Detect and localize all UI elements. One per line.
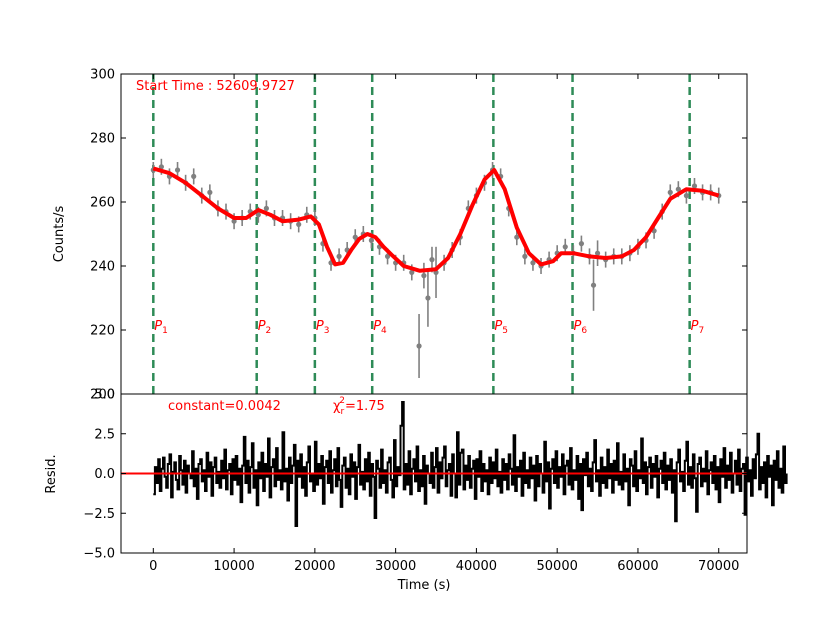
x-tick-label: 60000 xyxy=(617,559,658,574)
data-point xyxy=(530,260,536,266)
period-marker-symbol: P xyxy=(494,319,502,334)
data-point xyxy=(667,189,673,195)
top-y-tick-label: 280 xyxy=(90,132,115,147)
chi-superscript: 2 xyxy=(339,396,345,406)
period-marker-index: 6 xyxy=(581,326,587,336)
data-point xyxy=(578,241,585,247)
data-point xyxy=(416,343,422,349)
residual-path xyxy=(153,401,788,527)
period-marker-index: 1 xyxy=(162,326,168,336)
top-period-marker-labels: P1 P2 P3 P4 P5 P6 P7 xyxy=(154,319,704,336)
period-marker-label-3: P3 xyxy=(316,319,330,336)
data-point xyxy=(263,205,269,211)
top-y-tick-label: 260 xyxy=(90,196,115,211)
constant-annotation: constant=0.0042 xyxy=(168,399,281,414)
period-marker-label-5: P5 xyxy=(494,319,508,336)
period-marker-label-4: P4 xyxy=(373,319,387,336)
period-marker-index: 5 xyxy=(502,326,508,336)
bottom-y-axis-label: Resid. xyxy=(44,454,59,493)
data-point xyxy=(255,212,261,218)
period-marker-symbol: P xyxy=(154,319,162,334)
period-marker-symbol: P xyxy=(316,319,324,334)
top-y-tick-label: 240 xyxy=(90,260,115,275)
x-tick-label: 0 xyxy=(149,559,157,574)
data-point xyxy=(191,173,197,179)
data-point xyxy=(336,253,342,259)
bottom-ticks: −5.0 −2.5 0.0 2.5 5.0 0 10000 20000 30000 40000 50… xyxy=(83,74,747,574)
data-point xyxy=(514,234,520,240)
data-point xyxy=(429,257,435,263)
top-model-curve xyxy=(152,166,720,273)
period-marker-label-6: P6 xyxy=(574,319,588,336)
data-point xyxy=(368,237,374,243)
data-point xyxy=(425,295,431,301)
period-marker-index: 2 xyxy=(266,326,272,336)
bottom-axes-frame xyxy=(120,393,748,554)
period-marker-symbol: P xyxy=(373,319,381,334)
data-point xyxy=(296,221,302,227)
x-tick-label: 70000 xyxy=(698,559,739,574)
data-point xyxy=(409,269,415,275)
data-point xyxy=(384,253,391,259)
start-time-annotation: Start Time : 52609.9727 xyxy=(136,79,295,94)
data-point xyxy=(522,253,528,259)
bottom-y-tick-label: 2.5 xyxy=(94,427,115,442)
period-marker-symbol: P xyxy=(691,319,699,334)
bottom-panel: −5.0 −2.5 0.0 2.5 5.0 0 10000 20000 30000 40000 50… xyxy=(44,74,788,593)
data-point xyxy=(683,193,690,199)
data-point xyxy=(207,189,213,195)
chi-subscript: r xyxy=(341,407,345,417)
x-tick-label: 50000 xyxy=(537,559,578,574)
period-marker-label-7: P7 xyxy=(691,319,705,336)
data-point xyxy=(691,183,698,189)
chi-symbol: χ xyxy=(333,399,341,414)
chi-value: =1.75 xyxy=(345,399,385,414)
top-y-tick-label: 220 xyxy=(90,324,115,339)
residual-series xyxy=(153,401,788,527)
data-point xyxy=(562,244,568,250)
data-point xyxy=(594,250,601,256)
top-y-axis-label: Counts/s xyxy=(52,206,67,263)
x-axis-label: Time (s) xyxy=(397,578,451,593)
top-y-ticks: 200 220 240 260 280 300 xyxy=(90,68,747,403)
period-marker-index: 4 xyxy=(381,326,387,336)
x-tick-label: 10000 xyxy=(213,559,254,574)
bottom-y-tick-label: −5.0 xyxy=(83,547,115,562)
period-marker-label-2: P2 xyxy=(258,319,272,336)
period-marker-index: 3 xyxy=(324,326,330,336)
model-curve-path xyxy=(152,166,720,273)
data-point xyxy=(174,167,181,173)
period-marker-symbol: P xyxy=(258,319,266,334)
data-point xyxy=(421,273,427,279)
period-marker-label-1: P1 xyxy=(154,319,168,336)
data-point xyxy=(675,186,681,192)
bottom-y-tick-label: 0.0 xyxy=(94,467,115,482)
bottom-y-tick-label: 5.0 xyxy=(94,388,115,403)
x-tick-label: 40000 xyxy=(456,559,497,574)
period-marker-index: 7 xyxy=(698,326,704,336)
bottom-y-tick-label: −2.5 xyxy=(83,507,115,522)
top-y-tick-label: 200 xyxy=(90,388,115,403)
chi-square-annotation: χr2=1.75 xyxy=(333,396,385,417)
top-period-markers xyxy=(152,74,691,394)
x-tick-label: 20000 xyxy=(294,559,335,574)
data-point xyxy=(590,282,597,288)
x-tick-label: 30000 xyxy=(375,559,416,574)
data-point xyxy=(352,234,358,240)
period-marker-symbol: P xyxy=(574,319,582,334)
data-point xyxy=(158,164,164,170)
top-y-tick-label: 300 xyxy=(90,68,115,83)
